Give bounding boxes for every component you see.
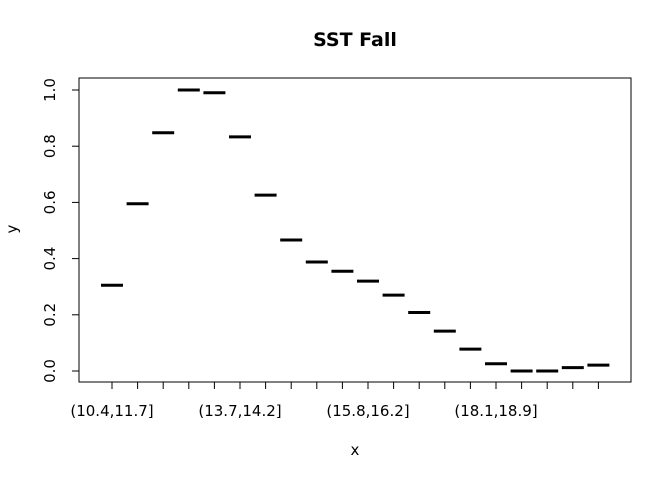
data-marks bbox=[101, 88, 610, 373]
y-tick-label: 0.0 bbox=[41, 359, 59, 383]
y-tick-label: 0.4 bbox=[41, 247, 59, 271]
x-tick-label: (13.7,14.2] bbox=[198, 402, 281, 420]
plot-frame bbox=[78, 77, 632, 383]
x-tick-label: (15.8,16.2] bbox=[326, 402, 409, 420]
chart-title: SST Fall bbox=[313, 29, 397, 51]
y-tick-label: 0.6 bbox=[41, 190, 59, 214]
y-axis: 0.0 0.2 0.4 0.6 0.8 1.0 bbox=[41, 78, 79, 383]
y-tick-label: 1.0 bbox=[41, 78, 59, 102]
x-tick-label: (10.4,11.7] bbox=[70, 402, 153, 420]
x-axis: (10.4,11.7] (13.7,14.2] (15.8,16.2] (18.1,1… bbox=[70, 382, 599, 420]
y-tick-label: 0.8 bbox=[41, 134, 59, 158]
x-tick-label: (18.1,18.9] bbox=[454, 402, 537, 420]
x-axis-label: x bbox=[351, 441, 360, 459]
y-axis-label: y bbox=[3, 224, 21, 233]
y-tick-label: 0.2 bbox=[41, 303, 59, 327]
